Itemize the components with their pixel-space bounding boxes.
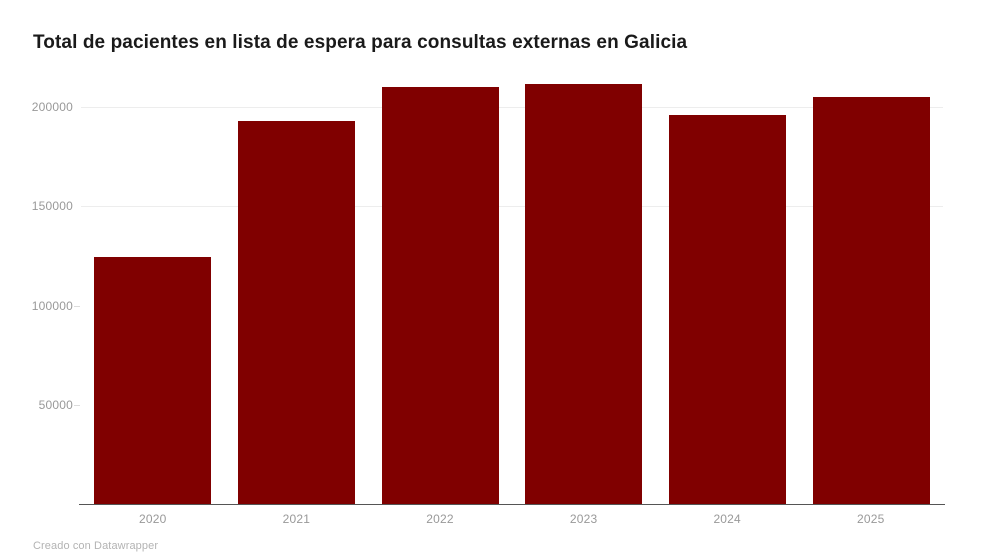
y-axis-tick-label: 150000: [31, 199, 73, 214]
x-axis-tick-label-2020: 2020: [139, 512, 167, 526]
bar-2022[interactable]: [381, 87, 499, 504]
x-axis-tick-label-2025: 2025: [857, 512, 885, 526]
bar-2020[interactable]: [94, 257, 212, 504]
x-axis-tick-label-2024: 2024: [713, 512, 741, 526]
bar-2025[interactable]: [812, 97, 930, 504]
bar-slot: [799, 97, 943, 504]
plot-area: 200000 150000 100000 50000: [32, 84, 945, 526]
chart-title: Total de pacientes en lista de espera pa…: [33, 32, 688, 53]
bar-2021[interactable]: [237, 121, 355, 504]
bar-slot: [368, 87, 512, 504]
bar-slot: [512, 84, 656, 504]
x-axis-tick-label-2022: 2022: [426, 512, 454, 526]
y-axis-tick-mark: [74, 305, 80, 307]
bar-slot: [81, 107, 225, 504]
x-axis-tick-label-2021: 2021: [282, 512, 311, 526]
bar-2023[interactable]: [525, 84, 643, 504]
bar-series: [81, 84, 943, 504]
datawrapper-credit[interactable]: Creado con Datawrapper: [33, 540, 159, 552]
y-axis-tick-mark: [74, 404, 80, 406]
y-axis-tick-label: 200000: [31, 100, 73, 114]
bar-slot: [225, 107, 369, 504]
x-axis-tick-label-2023: 2023: [569, 512, 598, 526]
bar-2024[interactable]: [668, 114, 786, 504]
y-axis-tick-label: 50000: [38, 397, 73, 412]
x-axis-baseline: [79, 504, 945, 505]
y-axis-tick-label: 100000: [31, 298, 73, 313]
bar-slot: [656, 107, 800, 504]
